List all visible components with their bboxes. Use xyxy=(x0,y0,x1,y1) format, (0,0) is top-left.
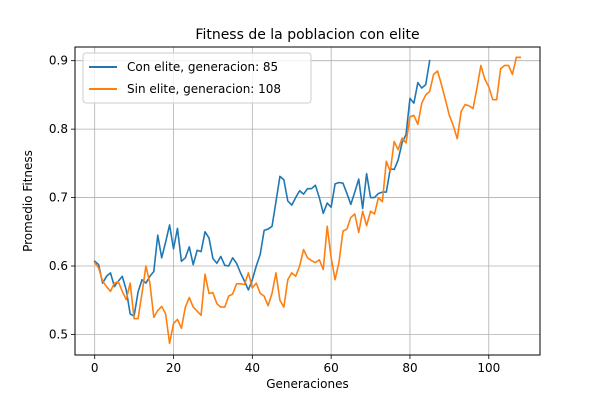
series-layer xyxy=(93,56,522,345)
y-axis-title: Promedio Fitness xyxy=(21,150,35,252)
legend-label-con-elite: Con elite, generacion: 85 xyxy=(127,60,278,74)
x-tick-label: 0 xyxy=(91,361,99,375)
x-axis-title: Generaciones xyxy=(266,377,348,391)
series-line-sin-elite xyxy=(93,56,522,345)
y-tick-label: 0.9 xyxy=(49,54,68,68)
series-line-con-elite xyxy=(93,59,431,317)
y-tick-label: 0.8 xyxy=(49,122,68,136)
legend: Con elite, generacion: 85 Sin elite, gen… xyxy=(82,52,312,104)
y-tick-label: 0.6 xyxy=(49,259,68,273)
plot-frame xyxy=(74,46,541,356)
x-tick-label: 80 xyxy=(402,361,417,375)
x-tick-label: 40 xyxy=(245,361,260,375)
legend-box xyxy=(82,52,312,104)
x-tick-label: 20 xyxy=(166,361,181,375)
x-tick-label: 100 xyxy=(477,361,500,375)
y-tick-label: 0.5 xyxy=(49,327,68,341)
legend-label-sin-elite: Sin elite, generacion: 108 xyxy=(127,82,281,96)
chart-title: Fitness de la poblacion con elite xyxy=(195,27,419,43)
ticks: 0 20 40 60 80 100 0.5 0.6 0.7 0.8 0.9 xyxy=(49,54,500,375)
x-tick-label: 60 xyxy=(324,361,339,375)
y-tick-label: 0.7 xyxy=(49,191,68,205)
